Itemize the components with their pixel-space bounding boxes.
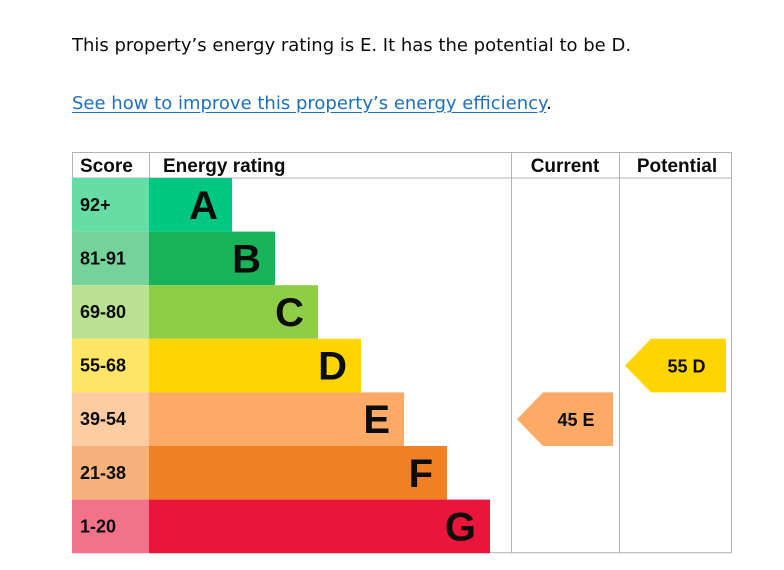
rating-letter-a: A — [189, 184, 218, 228]
score-label-c: 69-80 — [80, 302, 126, 322]
score-label-d: 55-68 — [80, 356, 126, 376]
rating-letter-f: F — [409, 452, 433, 496]
rating-bar-g — [149, 499, 490, 554]
energy-rating-summary: This property’s energy rating is E. It h… — [72, 35, 632, 56]
potential-rating-arrow — [625, 338, 726, 393]
score-label-g: 1-20 — [80, 516, 116, 536]
rating-bar-c — [149, 285, 318, 339]
score-cell-f — [72, 446, 149, 500]
rating-letter-c: C — [275, 291, 304, 335]
rating-bar-a — [149, 178, 232, 232]
rating-bar-e — [149, 392, 404, 446]
score-cell-a — [72, 178, 149, 232]
energy-rating-chart: Score Energy rating Current Potential 92+ A 81… — [72, 152, 732, 554]
score-cell-b — [72, 231, 149, 286]
energy-rating-graph: Score Energy rating Current Potential 92+ A 81… — [72, 152, 732, 554]
rating-letter-d: D — [318, 345, 347, 389]
energy-rating-header: Energy rating — [163, 156, 285, 177]
current-header: Current — [531, 156, 600, 177]
improve-efficiency-line: See how to improve this property’s energ… — [72, 92, 552, 116]
current-rating-arrow — [517, 392, 613, 446]
score-header: Score — [80, 156, 133, 177]
potential-rating-label: 55 D — [667, 357, 705, 377]
current-rating-label: 45 E — [557, 410, 594, 430]
potential-header: Potential — [637, 156, 717, 177]
score-label-f: 21-38 — [80, 463, 126, 483]
score-cell-e — [72, 392, 149, 446]
rating-letter-g: G — [445, 505, 476, 549]
rating-bar-d — [149, 338, 361, 393]
rating-bar-b — [149, 231, 275, 286]
score-label-b: 81-91 — [80, 248, 126, 268]
score-cell-g — [72, 499, 149, 554]
rating-letter-e: E — [363, 398, 390, 442]
link-suffix: . — [546, 93, 552, 114]
rating-letter-b: B — [232, 237, 261, 281]
score-cell-c — [72, 285, 149, 339]
score-label-e: 39-54 — [80, 409, 126, 429]
score-cell-d — [72, 338, 149, 393]
improve-efficiency-link[interactable]: See how to improve this property’s energ… — [72, 93, 547, 114]
rating-bar-f — [149, 446, 447, 500]
score-label-a: 92+ — [80, 195, 111, 215]
